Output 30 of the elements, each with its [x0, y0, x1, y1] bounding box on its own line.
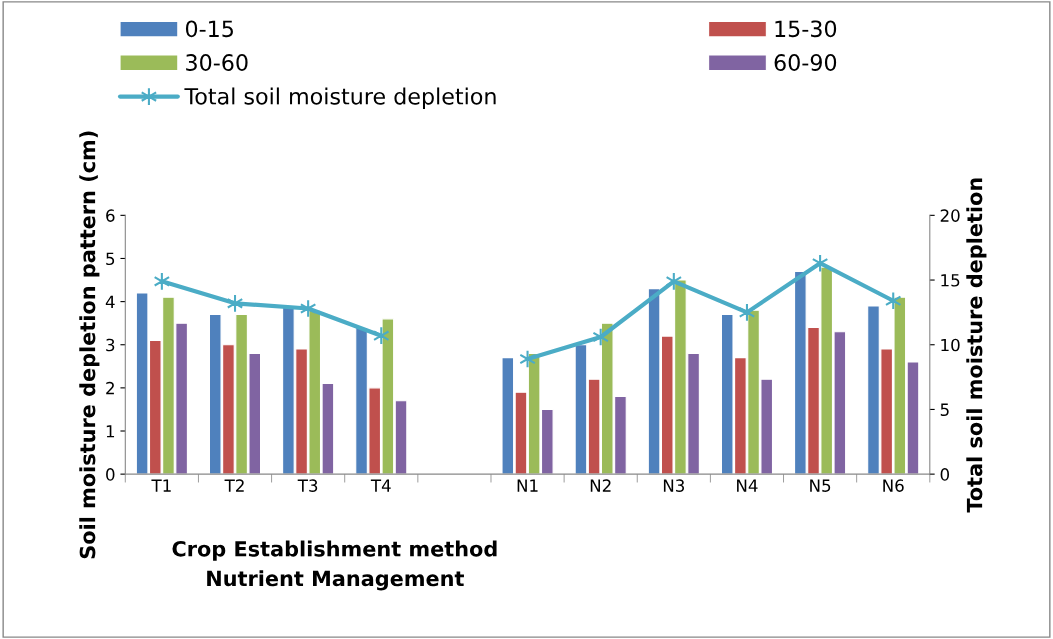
x-tick-label: N1 — [517, 479, 538, 492]
y2-axis-title: Total soil moisture depletion — [966, 178, 987, 513]
y-tick-label: 3 — [106, 338, 115, 352]
y-axis-title: Soil moisture depletion pattern (cm) — [79, 131, 100, 559]
y-tick-label: 1 — [106, 425, 115, 438]
y2-tick-label: 0 — [940, 468, 950, 481]
x-tick-label: T4 — [370, 479, 391, 492]
y-tick-label: 4 — [105, 295, 115, 308]
legend-label: 60-90 — [774, 54, 837, 71]
x-tick-label: T2 — [224, 479, 244, 492]
x-tick-label: N5 — [810, 479, 831, 492]
x-tick-label: N4 — [737, 479, 758, 492]
x-tick-label: T1 — [151, 479, 171, 492]
x-axis-title: Crop Establishment method Nutrient Management — [172, 540, 497, 591]
x-tick-label: N2 — [590, 479, 611, 492]
y2-tick-label: 5 — [940, 403, 949, 417]
y-tick-label: 0 — [106, 468, 115, 481]
legend-label: 30-60 — [186, 54, 248, 71]
x-tick-label: T3 — [297, 479, 318, 492]
y-tick-label: 6 — [106, 209, 115, 222]
legend-label: Total soil moisture depletion — [184, 87, 496, 109]
x-tick-label: N6 — [883, 479, 904, 492]
y-tick-label: 2 — [106, 381, 114, 395]
y2-tick-label: 10 — [941, 338, 960, 352]
legend-label: 15-30 — [775, 20, 837, 38]
y2-tick-label: 15 — [941, 274, 960, 287]
y-tick-label: 5 — [106, 252, 115, 266]
x-tick-label: N3 — [663, 479, 685, 492]
legend-label: 0-15 — [185, 20, 233, 38]
y2-tick-label: 20 — [940, 209, 960, 222]
